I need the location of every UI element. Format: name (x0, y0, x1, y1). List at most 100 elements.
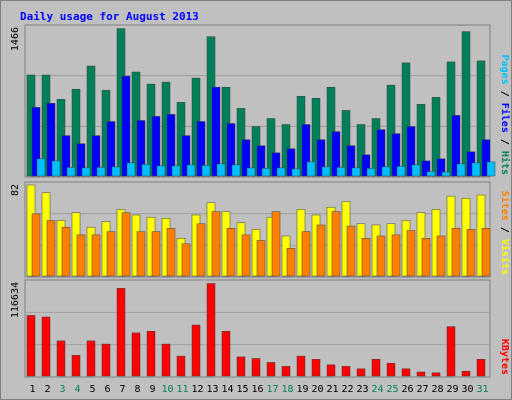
bar-sites-day-17 (271, 211, 281, 277)
legend-entry-kbytes: KBytes (499, 339, 510, 375)
bar-hits-day-23 (356, 124, 366, 177)
bar-kbytes-day-19 (296, 355, 306, 377)
bar-hits-day-30 (461, 31, 471, 177)
bar-pages-day-24 (381, 166, 391, 177)
bar-sites-day-5 (91, 234, 101, 277)
bar-kbytes-day-10 (161, 343, 171, 377)
bar-sites-day-26 (406, 230, 416, 277)
bar-sites-day-28 (436, 235, 446, 277)
bar-pages-day-27 (426, 171, 436, 177)
bar-pages-day-16 (261, 168, 271, 177)
bar-kbytes-day-23 (356, 368, 366, 377)
series-files (31, 75, 491, 177)
bar-pages-day-29 (456, 163, 466, 177)
bar-kbytes-day-5 (86, 340, 96, 377)
bar-pages-day-30 (471, 162, 481, 177)
bar-pages-day-25 (396, 166, 406, 177)
bar-files-day-15 (241, 139, 251, 177)
bar-files-day-1 (31, 107, 41, 177)
bar-files-day-14 (226, 123, 236, 177)
bar-kbytes-day-14 (221, 331, 231, 377)
bar-pages-day-23 (366, 168, 376, 177)
bar-sites-day-14 (226, 228, 236, 277)
bar-hits-day-28 (431, 97, 441, 177)
bar-files-day-21 (331, 131, 341, 177)
x-tick-label: 21 (326, 384, 338, 395)
bar-hits-day-31 (476, 60, 486, 177)
x-tick-label: 7 (119, 384, 125, 395)
bar-files-day-9 (151, 116, 161, 177)
bar-sites-day-24 (376, 235, 386, 277)
bar-files-day-31 (481, 139, 491, 177)
bar-pages-day-12 (201, 165, 211, 177)
bar-files-day-11 (181, 135, 191, 177)
x-axis-day-labels: 1 2 3 4 5 6 7 8 9 10 11 12 13 14 15 16 17 18 19 20 21 22 23 24 2… (29, 384, 488, 395)
bar-kbytes-day-12 (191, 324, 201, 377)
x-tick-label: 12 (191, 384, 203, 395)
panel-hits: 1466 Pages / Files / Hits (10, 24, 511, 178)
bar-pages-day-4 (81, 167, 91, 177)
bar-pages-day-26 (411, 164, 421, 177)
bar-kbytes-day-13 (206, 283, 216, 377)
panel-visits: 82 Sites / Visits (10, 181, 511, 278)
bar-files-day-24 (376, 129, 386, 177)
bar-sites-day-20 (316, 224, 326, 277)
panel-hits-legend: Pages / Files / Hits (499, 55, 511, 175)
x-tick-label: 14 (221, 384, 233, 395)
panel-kbytes-max-label: 116634 (10, 282, 21, 318)
bar-pages-day-6 (111, 166, 121, 177)
bar-hits-day-20 (311, 98, 321, 177)
series-kbytes (26, 283, 486, 377)
bar-pages-day-1 (36, 158, 46, 177)
legend-entry-sites: Sites (499, 191, 511, 221)
bar-pages-day-9 (156, 165, 166, 177)
x-tick-label: 31 (476, 384, 488, 395)
x-tick-label: 2 (44, 384, 50, 395)
bar-files-day-20 (316, 139, 326, 177)
bar-sites-day-7 (121, 212, 131, 277)
bar-sites-day-12 (196, 223, 206, 277)
bar-sites-day-11 (181, 243, 191, 277)
bar-hits-day-22 (341, 110, 351, 177)
bar-kbytes-day-1 (26, 315, 36, 377)
x-tick-label: 9 (149, 384, 155, 395)
x-tick-label: 15 (236, 384, 248, 395)
bar-files-day-23 (361, 154, 371, 177)
bar-sites-day-15 (241, 234, 251, 277)
x-tick-label: 23 (356, 384, 368, 395)
bar-pages-day-3 (66, 167, 76, 177)
bar-pages-day-31 (486, 161, 496, 177)
bar-files-day-5 (91, 135, 101, 177)
bar-kbytes-day-4 (71, 355, 81, 377)
bar-kbytes-day-22 (341, 366, 351, 377)
x-tick-label: 26 (401, 384, 413, 395)
bar-pages-day-19 (306, 161, 316, 177)
x-tick-label: 6 (104, 384, 110, 395)
bar-pages-day-8 (141, 164, 151, 177)
x-tick-label: 16 (251, 384, 263, 395)
x-tick-label: 17 (266, 384, 278, 395)
bar-kbytes-day-20 (311, 359, 321, 377)
bar-pages-day-28 (441, 171, 451, 177)
bar-files-day-6 (106, 121, 116, 177)
x-tick-label: 4 (74, 384, 80, 395)
x-tick-label: 25 (386, 384, 398, 395)
bar-kbytes-day-8 (131, 332, 141, 377)
bar-files-day-3 (61, 135, 71, 177)
series-sites (31, 211, 491, 277)
bar-files-day-13 (211, 86, 221, 177)
bar-kbytes-day-26 (401, 368, 411, 377)
chart-panels: 1466 Pages / Files / Hits 82 Sites / Visits… (10, 24, 511, 378)
bar-kbytes-day-3 (56, 340, 66, 377)
bar-kbytes-day-16 (251, 358, 261, 377)
x-tick-label: 5 (89, 384, 95, 395)
x-tick-label: 19 (296, 384, 308, 395)
bar-kbytes-day-28 (431, 372, 441, 377)
bar-files-day-16 (256, 145, 266, 177)
bar-files-day-8 (136, 120, 146, 177)
chart-title: Daily usage for August 2013 (20, 10, 199, 23)
bar-sites-day-4 (76, 234, 86, 277)
bar-sites-day-2 (46, 220, 56, 277)
bar-sites-day-30 (466, 229, 476, 277)
